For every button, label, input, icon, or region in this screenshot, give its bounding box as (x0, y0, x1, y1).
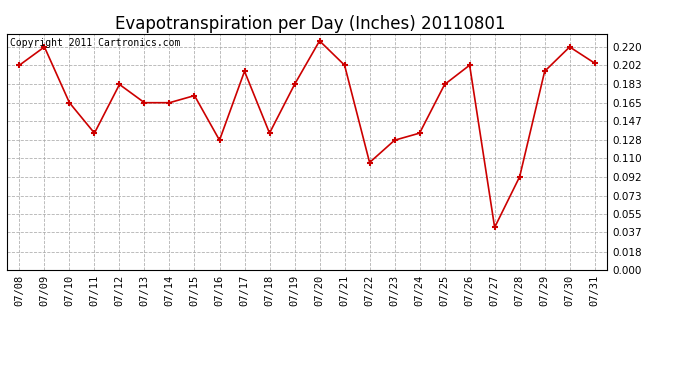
Text: Copyright 2011 Cartronics.com: Copyright 2011 Cartronics.com (10, 39, 180, 48)
Text: Evapotranspiration per Day (Inches) 20110801: Evapotranspiration per Day (Inches) 2011… (115, 15, 506, 33)
